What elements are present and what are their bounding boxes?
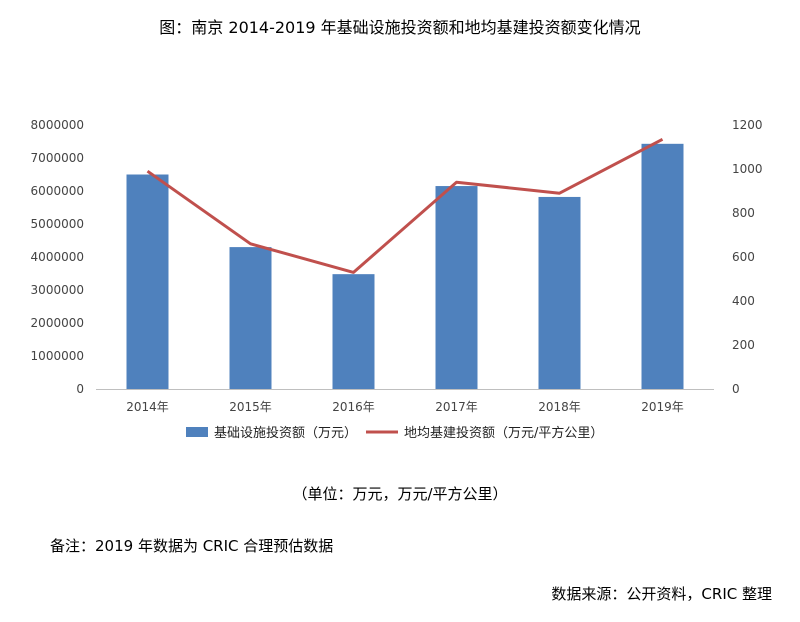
y-right-tick-label: 0	[732, 382, 740, 396]
y-right-tick-label: 800	[732, 206, 755, 220]
y-left-tick-label: 7000000	[31, 151, 84, 165]
y-left-tick-label: 5000000	[31, 217, 84, 231]
bar	[229, 247, 272, 389]
bar	[435, 186, 478, 389]
legend-swatch-bar	[186, 427, 208, 437]
y-left-tick-label: 6000000	[31, 184, 84, 198]
y-right-tick-label: 400	[732, 294, 755, 308]
chart-title: 图：南京 2014-2019 年基础设施投资额和地均基建投资额变化情况	[159, 18, 641, 37]
chart-canvas: 0100000020000003000000400000050000006000…	[31, 118, 763, 441]
x-tick-label: 2014年	[126, 400, 169, 414]
y-right-tick-label: 1200	[732, 118, 763, 132]
source-text: 数据来源：公开资料，CRIC 整理	[551, 585, 772, 603]
y-left-tick-label: 1000000	[31, 349, 84, 363]
y-left-tick-label: 4000000	[31, 250, 84, 264]
y-left-tick-label: 3000000	[31, 283, 84, 297]
x-tick-label: 2018年	[538, 400, 581, 414]
legend-label-bar: 基础设施投资额（万元）	[214, 425, 357, 441]
unit-label: （单位：万元，万元/平方公里）	[292, 485, 508, 503]
bar	[126, 174, 169, 389]
legend: 基础设施投资额（万元） 地均基建投资额（万元/平方公里）	[186, 425, 603, 441]
bar	[641, 143, 684, 389]
y-left-tick-label: 8000000	[31, 118, 84, 132]
y-right-tick-label: 600	[732, 250, 755, 264]
x-tick-label: 2019年	[641, 400, 684, 414]
bar-series	[126, 143, 684, 389]
bar	[538, 196, 581, 389]
line-series	[146, 137, 664, 274]
y-left-tick-label: 2000000	[31, 316, 84, 330]
y-right-tick-label: 1000	[732, 162, 763, 176]
series-line	[146, 137, 664, 274]
y-left-tick-label: 0	[76, 382, 84, 396]
bar	[332, 274, 375, 389]
x-tick-label: 2017年	[435, 400, 478, 414]
x-tick-label: 2015年	[229, 400, 272, 414]
axes: 0100000020000003000000400000050000006000…	[31, 118, 763, 414]
y-right-tick-label: 200	[732, 338, 755, 352]
note-text: 备注：2019 年数据为 CRIC 合理预估数据	[50, 537, 334, 555]
x-tick-label: 2016年	[332, 400, 375, 414]
legend-label-line: 地均基建投资额（万元/平方公里）	[404, 425, 603, 441]
